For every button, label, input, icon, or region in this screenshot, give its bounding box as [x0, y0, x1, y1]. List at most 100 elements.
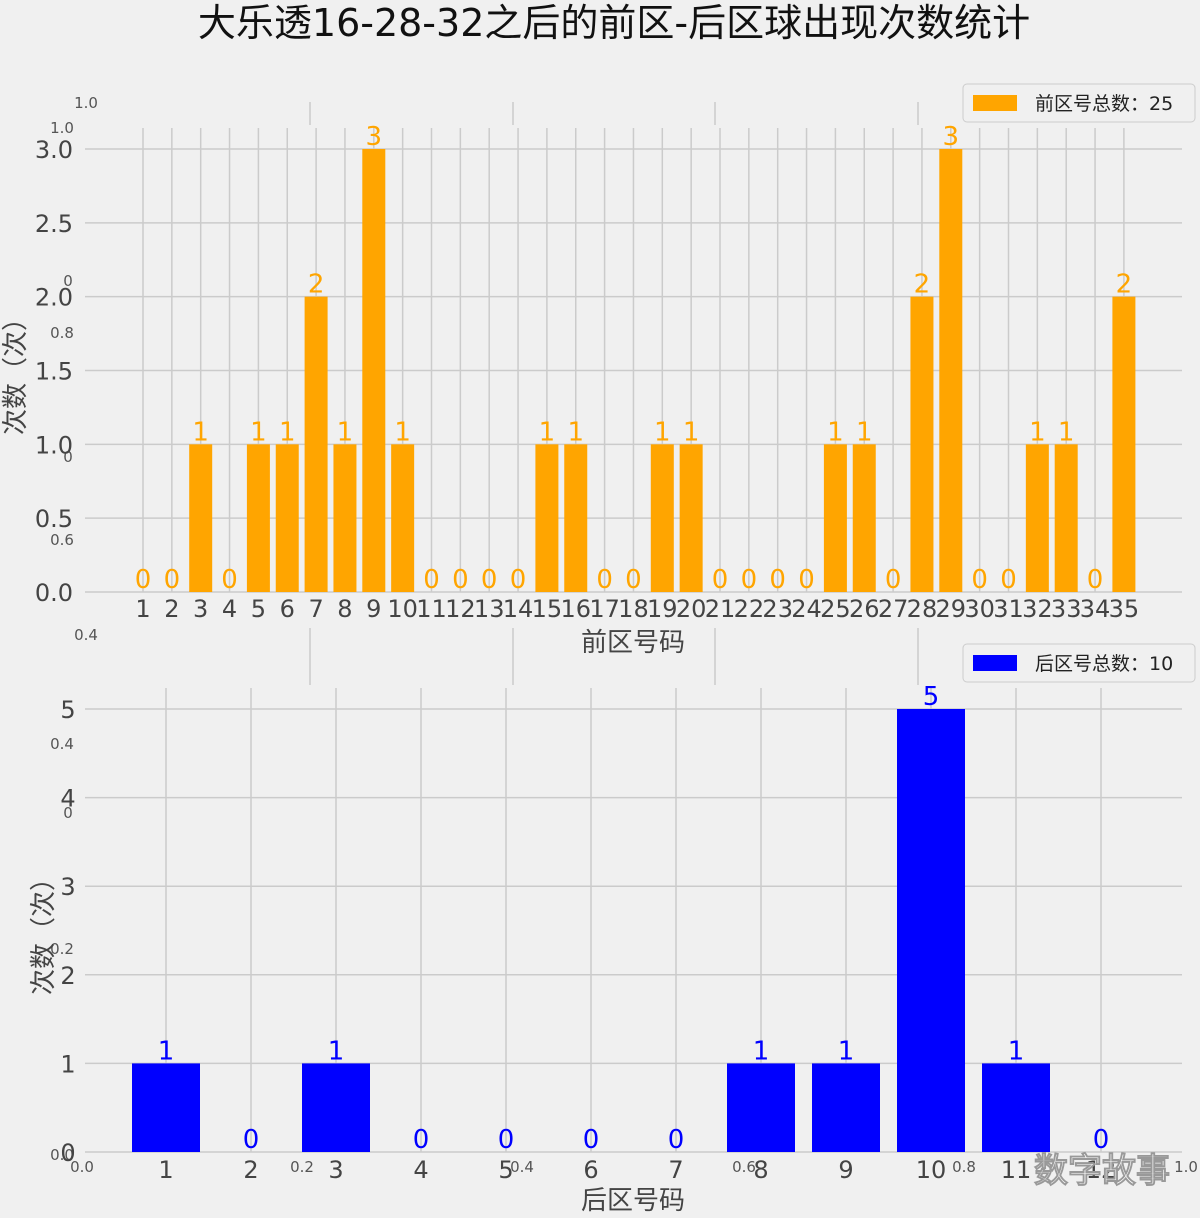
x-tick-label: 24 — [791, 595, 822, 623]
bar — [679, 444, 703, 592]
back-zone-y-ticks: 0 1 2 3 4 5 — [60, 696, 75, 1167]
x-tick-label: 19 — [647, 595, 678, 623]
bar-value-label: 1 — [337, 417, 354, 447]
bar — [727, 1063, 795, 1152]
bar — [391, 444, 415, 592]
bar — [897, 709, 965, 1152]
bar-value-label: 0 — [164, 565, 181, 595]
bar-value-label: 0 — [625, 565, 642, 595]
x-tick-label: 17 — [589, 595, 620, 623]
bar-value-label: 1 — [394, 417, 411, 447]
front-zone-legend-swatch — [973, 95, 1017, 111]
front-zone-legend-box — [962, 83, 1196, 123]
outer-axes-grid — [309, 102, 919, 685]
x-tick-label: 14 — [503, 595, 534, 623]
back-zone-bars — [132, 709, 1050, 1152]
back-zone-legend: 后区号总数：10 — [962, 643, 1196, 683]
bar-value-label: 0 — [498, 1125, 515, 1155]
bar-value-label: 1 — [192, 417, 209, 447]
x-tick-label: 9 — [838, 1156, 853, 1184]
bar-value-label: 0 — [741, 565, 758, 595]
x-tick-label: 11 — [416, 595, 447, 623]
inner-y-tick-label: 1.0 — [50, 119, 74, 137]
inner-y-tick-label: 0.4 — [50, 735, 74, 753]
bar-value-label: 1 — [328, 1036, 345, 1066]
bar — [812, 1063, 880, 1152]
bar-value-label: 1 — [250, 417, 267, 447]
bar-value-label: 1 — [856, 417, 873, 447]
y-tick-label: 0.0 — [35, 579, 73, 607]
x-tick-label: 28 — [907, 595, 938, 623]
outer-y-tick-label: 0.4 — [74, 626, 98, 644]
bar-value-label: 0 — [971, 565, 988, 595]
x-tick-label: 2 — [164, 595, 179, 623]
x-tick-label: 10 — [916, 1156, 947, 1184]
front-zone-y-ticks: 0.0 0.5 1.0 1.5 2.0 2.5 3.0 — [35, 136, 73, 607]
x-tick-label: 1 — [158, 1156, 173, 1184]
bar-value-label: 0 — [596, 565, 613, 595]
inner-x-tick-label: 0.6 — [732, 1158, 756, 1176]
bar — [304, 296, 328, 592]
front-zone-x-ticks: 1 2 3 4 5 6 7 8 9 1011121314151617181920212223242… — [135, 595, 1139, 623]
x-tick-label: 7 — [668, 1156, 683, 1184]
y-tick-label: 0 — [60, 1139, 75, 1167]
x-tick-label: 11 — [1001, 1156, 1032, 1184]
chart-title: 大乐透16-28-32之后的前区-后区球出现次数统计 — [198, 1, 1030, 45]
x-tick-label: 21 — [705, 595, 736, 623]
bar-value-label: 0 — [1093, 1125, 1110, 1155]
bar-value-label: 1 — [753, 1036, 770, 1066]
bar-value-label: 0 — [668, 1125, 685, 1155]
bar-value-label: 0 — [798, 565, 815, 595]
x-tick-label: 29 — [936, 595, 967, 623]
outer-y-tick-label: 0 — [63, 272, 73, 290]
bar-value-label: 1 — [1029, 417, 1046, 447]
x-tick-label: 12 — [445, 595, 476, 623]
bar-value-label: 3 — [943, 122, 960, 152]
bar-value-label: 0 — [135, 565, 152, 595]
inner-x-tick-label: 0.8 — [952, 1158, 976, 1176]
inner-x-tick-label: 0.4 — [510, 1158, 534, 1176]
bar-value-label: 0 — [1000, 565, 1017, 595]
x-tick-label: 8 — [753, 1156, 768, 1184]
x-tick-label: 2 — [243, 1156, 258, 1184]
bar-value-label: 2 — [914, 270, 931, 300]
y-tick-label: 2.0 — [35, 284, 73, 312]
bar — [982, 1063, 1050, 1152]
x-tick-label: 6 — [280, 595, 295, 623]
x-tick-label: 5 — [498, 1156, 513, 1184]
bar-value-label: 1 — [683, 417, 700, 447]
x-tick-label: 12 — [1086, 1156, 1117, 1184]
bar-value-label: 0 — [769, 565, 786, 595]
inner-x-tick-label: 0.0 — [70, 1158, 94, 1176]
x-tick-label: 26 — [849, 595, 880, 623]
outer-y-tick-label: 0 — [63, 448, 73, 466]
inner-x-tick-label: 0.2 — [290, 1158, 314, 1176]
bar-value-label: 1 — [567, 417, 584, 447]
y-tick-label: 1.5 — [35, 358, 73, 386]
x-tick-label: 15 — [532, 595, 563, 623]
front-zone-legend: 前区号总数：25 — [962, 83, 1196, 123]
y-tick-label: 1 — [60, 1050, 75, 1078]
x-tick-label: 5 — [251, 595, 266, 623]
inner-y-tick-label: 0.8 — [50, 324, 74, 342]
bar-value-label: 0 — [481, 565, 498, 595]
bar — [852, 444, 876, 592]
bar — [535, 444, 559, 592]
bar-value-label: 1 — [838, 1036, 855, 1066]
bar-value-label: 0 — [423, 565, 440, 595]
x-tick-label: 7 — [308, 595, 323, 623]
y-tick-label: 1.0 — [35, 431, 73, 459]
bar-value-label: 2 — [308, 270, 325, 300]
y-tick-label: 2 — [60, 962, 75, 990]
bar-value-label: 0 — [413, 1125, 430, 1155]
bar-value-label: 1 — [1008, 1036, 1025, 1066]
x-tick-label: 31 — [993, 595, 1024, 623]
bar — [302, 1063, 370, 1152]
x-tick-label: 30 — [964, 595, 995, 623]
bar-value-label: 0 — [885, 565, 902, 595]
x-tick-label: 23 — [762, 595, 793, 623]
